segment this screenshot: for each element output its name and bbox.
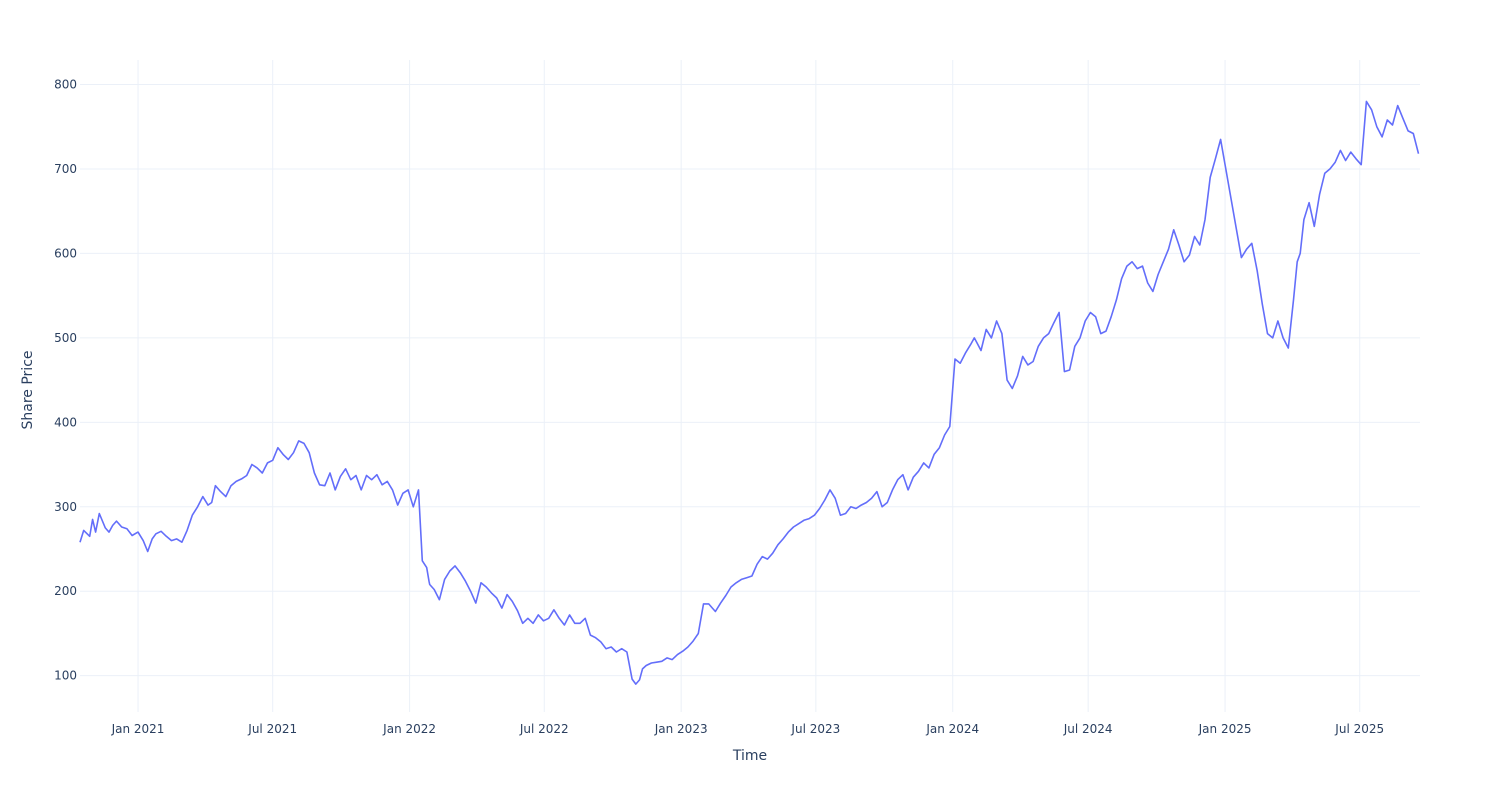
series-line-0: [79, 100, 1420, 685]
x-tick-label: Jan 2023: [654, 722, 708, 736]
x-tick-label: Jan 2025: [1198, 722, 1252, 736]
x-tick-label: Jan 2022: [382, 722, 436, 736]
x-tick-label: Jul 2021: [247, 722, 297, 736]
gridlines: [80, 60, 1420, 712]
y-tick-label: 300: [54, 500, 77, 514]
tick-labels: 100 200 300 400 500 600 700 800 Jan 2021 Jul 2021…: [54, 77, 1384, 736]
y-tick-label: 400: [54, 415, 77, 429]
x-tick-label: Jul 2024: [1063, 722, 1113, 736]
y-tick-label: 700: [54, 162, 77, 176]
y-tick-label: 100: [54, 669, 77, 683]
y-tick-label: 200: [54, 584, 77, 598]
y-tick-label: 500: [54, 331, 77, 345]
x-axis-title: Time: [732, 748, 767, 764]
x-tick-label: Jul 2025: [1334, 722, 1384, 736]
y-axis-title: Share Price: [20, 350, 36, 429]
x-tick-label: Jul 2022: [519, 722, 569, 736]
data-layer: [79, 100, 1420, 685]
x-tick-label: Jan 2024: [925, 722, 979, 736]
y-tick-label: 800: [54, 77, 77, 91]
x-tick-label: Jul 2023: [790, 722, 840, 736]
x-tick-label: Jan 2021: [111, 722, 165, 736]
y-tick-label: 600: [54, 246, 77, 260]
